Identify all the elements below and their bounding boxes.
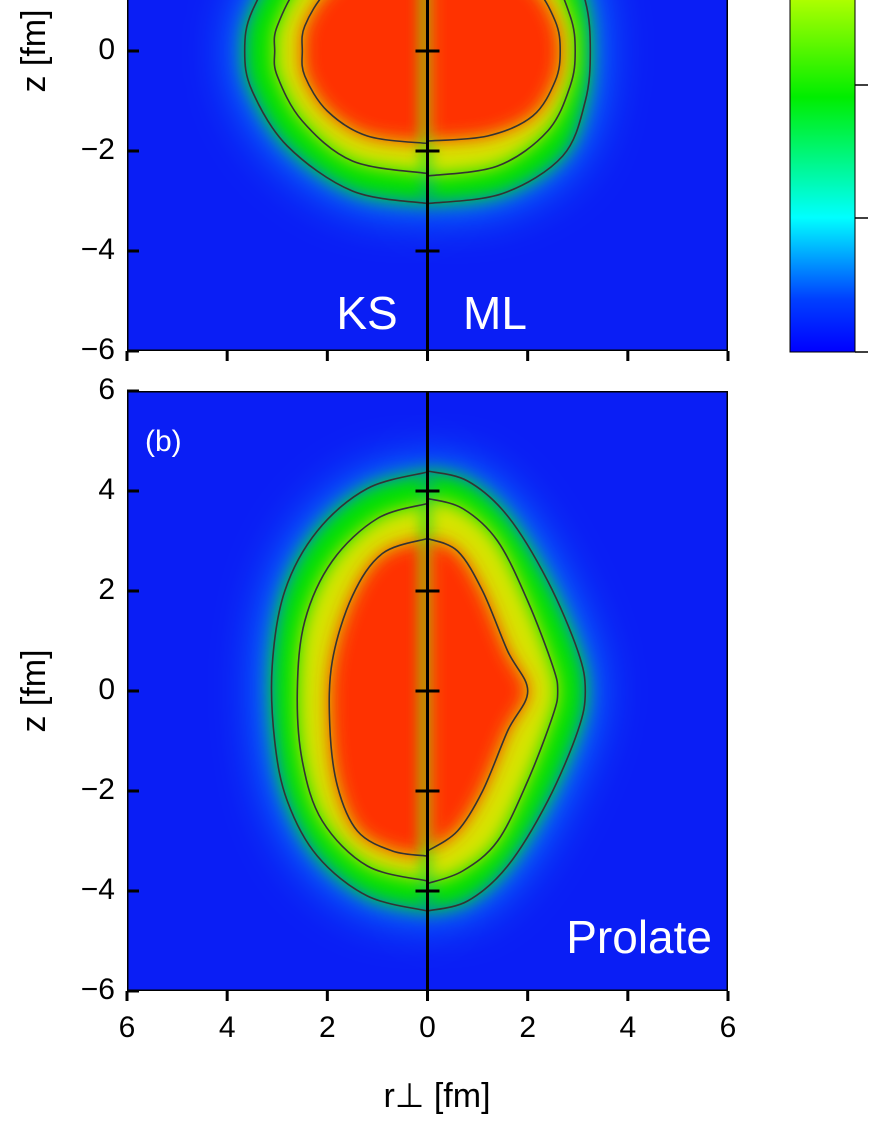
contour-line [427, 0, 592, 205]
annotation: KS [336, 287, 397, 339]
contour-line [427, 0, 562, 142]
density-band [427, 0, 561, 141]
contour-line [243, 0, 428, 205]
density-band [301, 0, 428, 144]
y-tick-label: 6 [98, 373, 115, 406]
x-tick-label: 6 [720, 1011, 737, 1044]
density-band [329, 538, 428, 856]
y-tick-label: 0 [98, 33, 115, 66]
contour-line [427, 0, 577, 177]
contour-line [296, 502, 428, 882]
y-tick-label: −6 [81, 333, 115, 366]
y-tick-label: −4 [81, 233, 115, 266]
annotation: (b) [145, 425, 182, 458]
contour-line [273, 0, 428, 175]
y-axis-label: z [fm] [15, 649, 53, 732]
panel [127, 391, 728, 991]
x-tick-label: 0 [419, 1011, 436, 1044]
x-tick-label: 2 [519, 1011, 536, 1044]
y-tick-label: −4 [81, 873, 115, 906]
x-axis-label: r⊥ [fm] [383, 1077, 490, 1115]
y-tick-label: 2 [98, 573, 115, 606]
contour-line [427, 497, 559, 885]
contour-line [270, 471, 428, 912]
y-axis-label: z [fm] [15, 9, 53, 92]
x-tick-label: 4 [219, 1011, 236, 1044]
y-tick-label: −6 [81, 973, 115, 1006]
contour-line [301, 0, 428, 145]
annotation: Prolate [566, 911, 712, 963]
y-tick-label: −2 [81, 133, 115, 166]
colorbar [789, 0, 868, 353]
y-tick-label: 0 [98, 673, 115, 706]
density-band [427, 538, 528, 851]
x-tick-label: 4 [619, 1011, 636, 1044]
contour-line [427, 537, 529, 852]
contour-line [328, 537, 428, 857]
contour-line [427, 470, 587, 912]
annotation: ML [463, 287, 527, 339]
panel [127, 0, 728, 351]
y-tick-label: 4 [98, 473, 115, 506]
x-tick-label: 6 [119, 1011, 136, 1044]
x-tick-label: 2 [319, 1011, 336, 1044]
y-tick-label: −2 [81, 773, 115, 806]
colorbar-scale [789, 0, 856, 353]
